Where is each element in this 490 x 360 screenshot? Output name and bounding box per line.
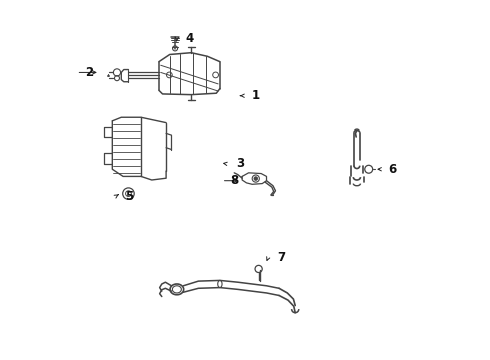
Text: 5: 5 bbox=[125, 190, 133, 203]
Text: 4: 4 bbox=[186, 32, 194, 45]
Text: 8: 8 bbox=[231, 174, 239, 187]
Text: 3: 3 bbox=[236, 157, 244, 170]
Text: 6: 6 bbox=[389, 163, 397, 176]
Circle shape bbox=[254, 177, 258, 180]
Text: 7: 7 bbox=[277, 251, 285, 264]
Text: 1: 1 bbox=[252, 89, 260, 102]
Text: 2: 2 bbox=[85, 66, 94, 79]
